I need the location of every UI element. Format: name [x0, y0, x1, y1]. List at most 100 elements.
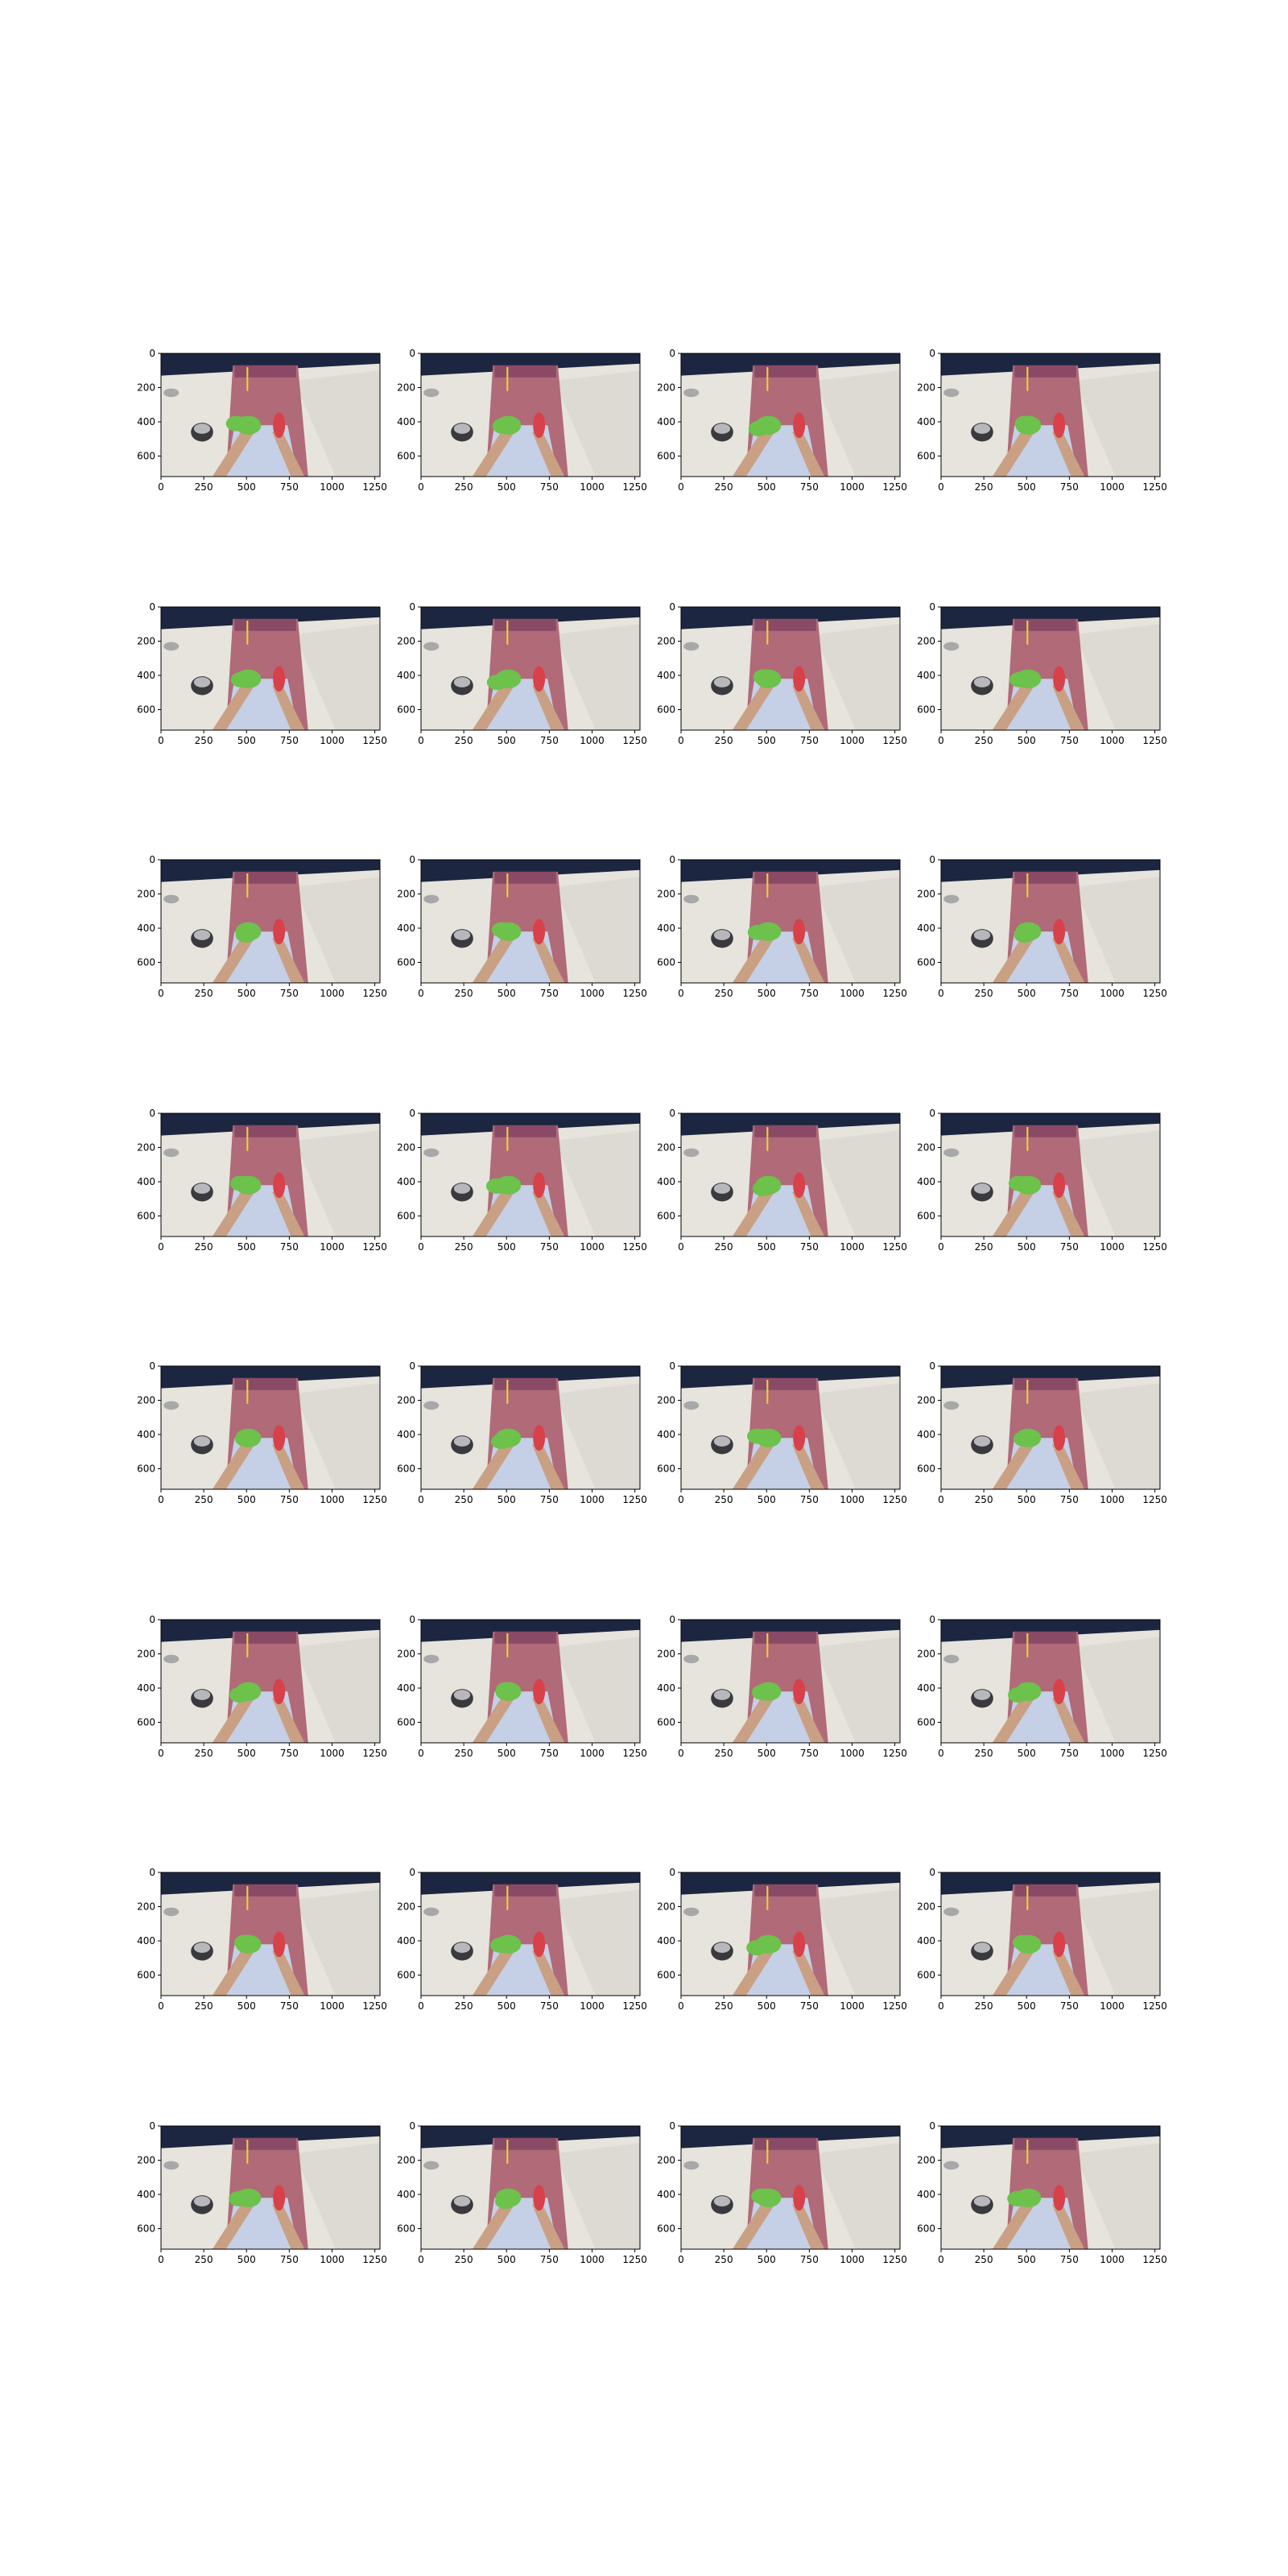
y-tick-label: 600 — [657, 1970, 675, 1981]
axes-frame — [420, 353, 641, 477]
x-tick-label: 1250 — [882, 988, 907, 999]
left-glove-overlay — [1013, 1430, 1034, 1447]
x-tick-label: 1250 — [882, 2254, 907, 2265]
y-tick-label: 200 — [657, 889, 675, 900]
x-tick-label: 1000 — [320, 1748, 345, 1759]
y-tick-label: 200 — [397, 382, 415, 394]
x-tick-label: 500 — [237, 2000, 256, 2012]
left-glove-overlay — [229, 2190, 250, 2207]
y-tick-label: 200 — [137, 636, 155, 647]
y-tick-label: 200 — [137, 1649, 155, 1660]
x-tick-label: 250 — [715, 2254, 733, 2265]
y-tick-label: 200 — [917, 1901, 935, 1913]
axes-frame — [940, 1365, 1161, 1490]
x-tick-label: 250 — [195, 2000, 213, 2012]
x-tick-label: 250 — [455, 735, 473, 746]
x-tick-label: 1250 — [882, 1748, 907, 1759]
panel-31: 0 250 500 750 1000 1250 0 200 400 600 — [657, 2120, 907, 2265]
axes-frame — [160, 1872, 381, 1996]
y-tick-label: 200 — [137, 1142, 155, 1154]
x-tick-label: 1000 — [1100, 1748, 1125, 1759]
y-tick-label: 200 — [917, 1649, 935, 1660]
x-tick-label: 500 — [237, 735, 256, 746]
panel-image — [161, 353, 380, 477]
x-tick-label: 1250 — [622, 481, 647, 493]
panel-image — [941, 1620, 1160, 1743]
x-tick-label: 750 — [800, 2254, 819, 2265]
x-tick-label: 250 — [455, 481, 473, 493]
x-tick-label: 250 — [975, 481, 993, 493]
x-tick-label: 1250 — [882, 1494, 907, 1505]
x-tick-label: 250 — [195, 2254, 213, 2265]
x-tick-label: 1250 — [362, 735, 387, 746]
axes-frame — [160, 353, 381, 477]
axes-frame — [940, 1872, 1161, 1996]
x-tick-label: 0 — [158, 2254, 164, 2265]
panel-9: 0 250 500 750 1000 1250 0 200 400 600 — [137, 854, 387, 999]
y-tick-label: 600 — [657, 1717, 675, 1728]
x-tick-label: 250 — [455, 1494, 473, 1505]
x-tick-label: 0 — [678, 1748, 684, 1759]
y-tick-label: 600 — [397, 1211, 415, 1222]
y-tick-label: 0 — [669, 1867, 675, 1878]
y-tick-label: 0 — [409, 348, 415, 359]
x-tick-label: 250 — [195, 1494, 213, 1505]
y-tick-label: 400 — [917, 1176, 935, 1187]
y-tick-label: 200 — [917, 889, 935, 900]
panel-image — [681, 1366, 900, 1489]
x-tick-label: 500 — [758, 2000, 776, 2012]
x-tick-label: 1000 — [840, 2000, 865, 2012]
x-tick-label: 0 — [678, 481, 684, 493]
x-tick-label: 1000 — [1100, 988, 1125, 999]
axes-frame — [160, 1113, 381, 1237]
x-tick-label: 1000 — [580, 1494, 605, 1505]
x-tick-label: 250 — [455, 2254, 473, 2265]
x-tick-label: 1000 — [1100, 1241, 1125, 1253]
y-tick-label: 400 — [657, 1935, 675, 1946]
left-glove-overlay — [495, 2193, 516, 2210]
x-tick-label: 250 — [715, 481, 733, 493]
x-tick-label: 1250 — [362, 2254, 387, 2265]
panel-8: 0 250 500 750 1000 1250 0 200 400 600 — [917, 601, 1167, 746]
y-tick-label: 0 — [929, 2120, 935, 2132]
y-tick-label: 0 — [929, 1614, 935, 1625]
y-tick-label: 400 — [137, 923, 155, 934]
x-tick-label: 250 — [975, 735, 993, 746]
x-tick-label: 500 — [758, 481, 776, 493]
left-glove-overlay — [748, 420, 770, 437]
x-tick-label: 250 — [715, 1241, 733, 1253]
x-tick-label: 1000 — [1100, 2000, 1125, 2012]
y-tick-label: 600 — [137, 1463, 155, 1475]
y-tick-label: 0 — [149, 1867, 155, 1878]
x-tick-label: 750 — [800, 2000, 819, 2012]
panel-image — [681, 860, 900, 983]
x-tick-label: 500 — [758, 1494, 776, 1505]
x-tick-label: 0 — [938, 988, 944, 999]
panel-image — [421, 1872, 640, 1996]
y-tick-label: 0 — [669, 1108, 675, 1119]
x-tick-label: 1250 — [622, 735, 647, 746]
y-tick-label: 0 — [409, 1360, 415, 1372]
left-glove-overlay — [486, 674, 508, 691]
y-tick-label: 400 — [397, 416, 415, 427]
y-tick-label: 0 — [669, 1360, 675, 1372]
left-glove-overlay — [747, 1428, 768, 1444]
x-tick-label: 500 — [237, 481, 256, 493]
x-tick-label: 0 — [678, 2254, 684, 2265]
y-tick-label: 600 — [657, 957, 675, 968]
x-tick-label: 750 — [540, 1241, 559, 1253]
x-tick-label: 500 — [497, 2000, 516, 2012]
x-tick-label: 250 — [455, 2000, 473, 2012]
panel-17: 0 250 500 750 1000 1250 0 200 400 600 — [137, 1360, 387, 1505]
x-tick-label: 500 — [758, 988, 776, 999]
left-glove-overlay — [235, 927, 257, 943]
x-tick-label: 0 — [678, 988, 684, 999]
x-tick-label: 1000 — [840, 1494, 865, 1505]
y-tick-label: 200 — [657, 1395, 675, 1406]
left-glove-overlay — [492, 418, 514, 434]
x-tick-label: 1000 — [320, 481, 345, 493]
x-tick-label: 250 — [195, 1748, 213, 1759]
y-tick-label: 400 — [137, 1429, 155, 1440]
x-tick-label: 1250 — [622, 988, 647, 999]
axes-frame — [420, 1872, 641, 1996]
